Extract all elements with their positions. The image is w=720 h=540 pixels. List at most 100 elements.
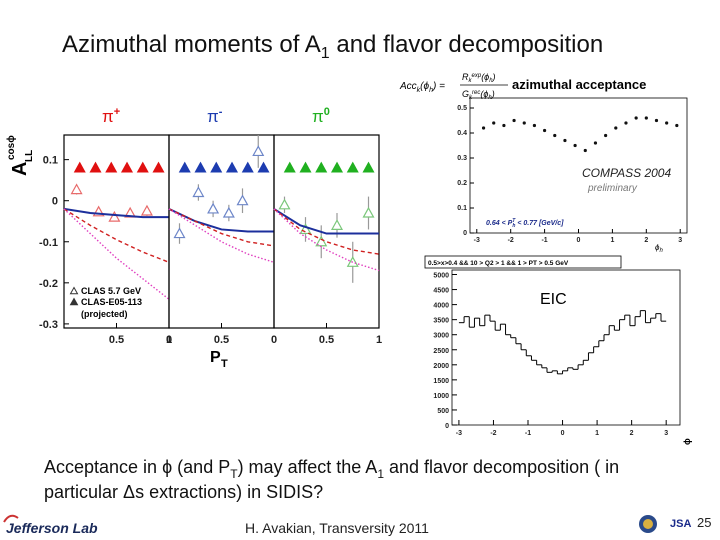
y-tick-label: 0.3 <box>457 155 467 162</box>
formula-part: Acc <box>399 81 417 92</box>
footer-page: 25 <box>697 515 711 530</box>
y-tick-label: 3000 <box>433 333 449 340</box>
data-point <box>362 161 375 173</box>
y-tick-label: 4000 <box>433 303 449 310</box>
formula-part: G <box>462 89 469 99</box>
panel-label: π+ <box>102 106 120 126</box>
formula-part: (ϕ <box>480 89 488 99</box>
data-point <box>654 118 659 123</box>
body-sub: 1 <box>377 467 384 481</box>
model-curve <box>63 207 169 219</box>
x-tick-label: 0 <box>561 430 565 437</box>
x-tick-label: 1 <box>610 237 614 244</box>
y-tick-label: 2000 <box>433 363 449 370</box>
data-point <box>330 219 344 230</box>
model-curve <box>63 208 170 263</box>
data-point <box>614 126 618 130</box>
model-curve <box>63 208 170 300</box>
x-tick-label: 1 <box>376 334 382 346</box>
header: 0.5>x>0.4 && 10 > Q2 > 1 && 1 > PT > 0.5… <box>428 260 569 267</box>
x-label-part: ϕ <box>655 243 660 252</box>
formula-part: ) = <box>432 81 445 92</box>
y-tick-label: 5000 <box>433 273 449 280</box>
data-point <box>241 161 254 173</box>
x-tick-label: 0 <box>577 237 581 244</box>
data-point <box>194 161 207 173</box>
formula-part: k <box>469 95 473 101</box>
data-point <box>624 121 628 125</box>
data-point <box>192 186 205 198</box>
y-label-sub: LL <box>24 150 35 162</box>
panel-label-sup: + <box>114 106 120 118</box>
data-point <box>257 161 270 173</box>
x-tick-label: 1 <box>595 430 599 437</box>
data-point <box>502 123 506 128</box>
data-point <box>140 204 153 216</box>
panel-label: π0 <box>312 106 330 126</box>
legend-marker <box>69 297 79 306</box>
formula-part: h <box>488 95 492 101</box>
footer-seal <box>643 519 653 529</box>
data-point <box>210 161 223 173</box>
cut-part: T <box>512 218 516 224</box>
footer-logo: Jefferson Lab <box>6 520 98 536</box>
y-tick-label: 0.5 <box>457 105 467 112</box>
y-tick-label: 4500 <box>433 288 449 295</box>
footer-credit: H. Avakian, Transversity 2011 <box>245 520 429 536</box>
data-point <box>73 161 86 173</box>
data-point <box>522 121 526 125</box>
data-point <box>108 210 121 222</box>
y-tick-label: 0 <box>463 230 467 237</box>
legend-marker <box>69 286 79 295</box>
x-label: ϕ <box>682 438 692 445</box>
data-point <box>315 161 328 173</box>
data-point <box>207 202 220 214</box>
x-tick-label: 0 <box>271 334 277 346</box>
data-point <box>252 145 265 157</box>
panel-label-text: π <box>207 107 219 126</box>
x-tick-label: 0.5 <box>319 334 334 346</box>
data-point <box>222 206 235 218</box>
data-point <box>675 123 679 128</box>
body-text: ϕ <box>162 457 172 477</box>
y-label: A <box>9 162 31 176</box>
body-line: particular Δs extractions) in SIDIS? <box>44 482 323 502</box>
legend-note: (projected) <box>81 309 128 319</box>
y-tick-label: 1000 <box>433 393 449 400</box>
formula-part: (ϕ <box>420 81 429 92</box>
body-text: s extractions) in SIDIS? <box>135 482 323 502</box>
formula-part: h <box>429 87 433 94</box>
x-tick-label: -3 <box>456 430 462 437</box>
panel-label: π- <box>207 106 223 126</box>
title-sub: 1 <box>321 45 330 62</box>
body-text: and flavor decomposition ( in <box>384 457 619 477</box>
body-text: ) may affect the A <box>238 457 378 477</box>
data-point <box>152 161 165 173</box>
data-point <box>481 126 486 130</box>
formula-den: Gkrec(ϕh) <box>462 89 495 101</box>
data-point <box>512 118 516 123</box>
data-point <box>315 235 328 247</box>
data-point <box>492 121 496 125</box>
header-box <box>424 255 622 269</box>
data-point <box>362 206 375 218</box>
x-tick-label: 0 <box>166 334 172 346</box>
data-point <box>593 141 598 145</box>
data-point <box>532 123 537 128</box>
data-point <box>299 161 312 173</box>
x-tick-label: -1 <box>525 430 531 437</box>
inset-sublabel: preliminary <box>587 183 638 194</box>
y-tick-label: 0.4 <box>457 130 467 137</box>
model-curve <box>273 208 380 272</box>
legend-label: CLAS-E05-113 <box>81 297 142 307</box>
x-tick-label: -1 <box>541 237 547 244</box>
slide-title: Azimuthal moments of A1 and flavor decom… <box>62 31 603 62</box>
panel-label-sup: 0 <box>324 106 330 118</box>
data-point <box>178 161 191 173</box>
x-tick-label: 0.5 <box>214 334 229 346</box>
y-tick-label: 0 <box>52 196 58 208</box>
formula-part: h <box>489 78 493 84</box>
formula-part: rec <box>472 90 480 96</box>
data-point <box>173 227 186 239</box>
body-sub: T <box>230 467 238 481</box>
